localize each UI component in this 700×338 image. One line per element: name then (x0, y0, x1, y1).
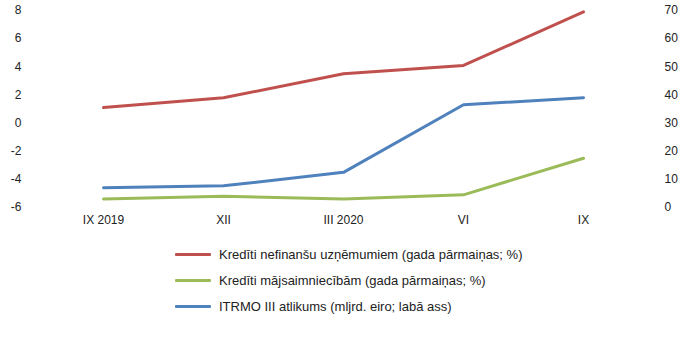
svg-text:0: 0 (15, 116, 22, 130)
svg-text:70: 70 (665, 3, 679, 17)
html-text:ITRMO III atlikums (mljrd. eir: ITRMO III atlikums (mljrd. eiro; labā as… (219, 298, 452, 314)
svg-text:30: 30 (665, 116, 679, 130)
svg-text:IX 2019: IX 2019 (83, 213, 125, 227)
svg-text:-6: -6 (11, 200, 22, 214)
svg-text:-4: -4 (11, 172, 22, 186)
svg-text:2: 2 (15, 88, 22, 102)
svg-text:III 2020: III 2020 (323, 213, 363, 227)
html-text:Kredīti mājsaimniecībām (gada: Kredīti mājsaimniecībām (gada pārmaiņas;… (219, 272, 486, 288)
svg-text:IX: IX (578, 213, 589, 227)
svg-text:20: 20 (665, 144, 679, 158)
svg-text:VI: VI (458, 213, 469, 227)
svg-text:60: 60 (665, 31, 679, 45)
html-text:Kredīti nefinanšu uzņēmumiem (: Kredīti nefinanšu uzņēmumiem (gada pārma… (219, 246, 523, 262)
svg-text:6: 6 (15, 31, 22, 45)
svg-text:4: 4 (15, 60, 22, 74)
svg-text:8: 8 (15, 3, 22, 17)
svg-text:-2: -2 (11, 144, 22, 158)
svg-text:XII: XII (216, 213, 231, 227)
svg-text:10: 10 (665, 172, 679, 186)
svg-text:50: 50 (665, 60, 679, 74)
svg-text:0: 0 (665, 200, 672, 214)
svg-text:40: 40 (665, 88, 679, 102)
